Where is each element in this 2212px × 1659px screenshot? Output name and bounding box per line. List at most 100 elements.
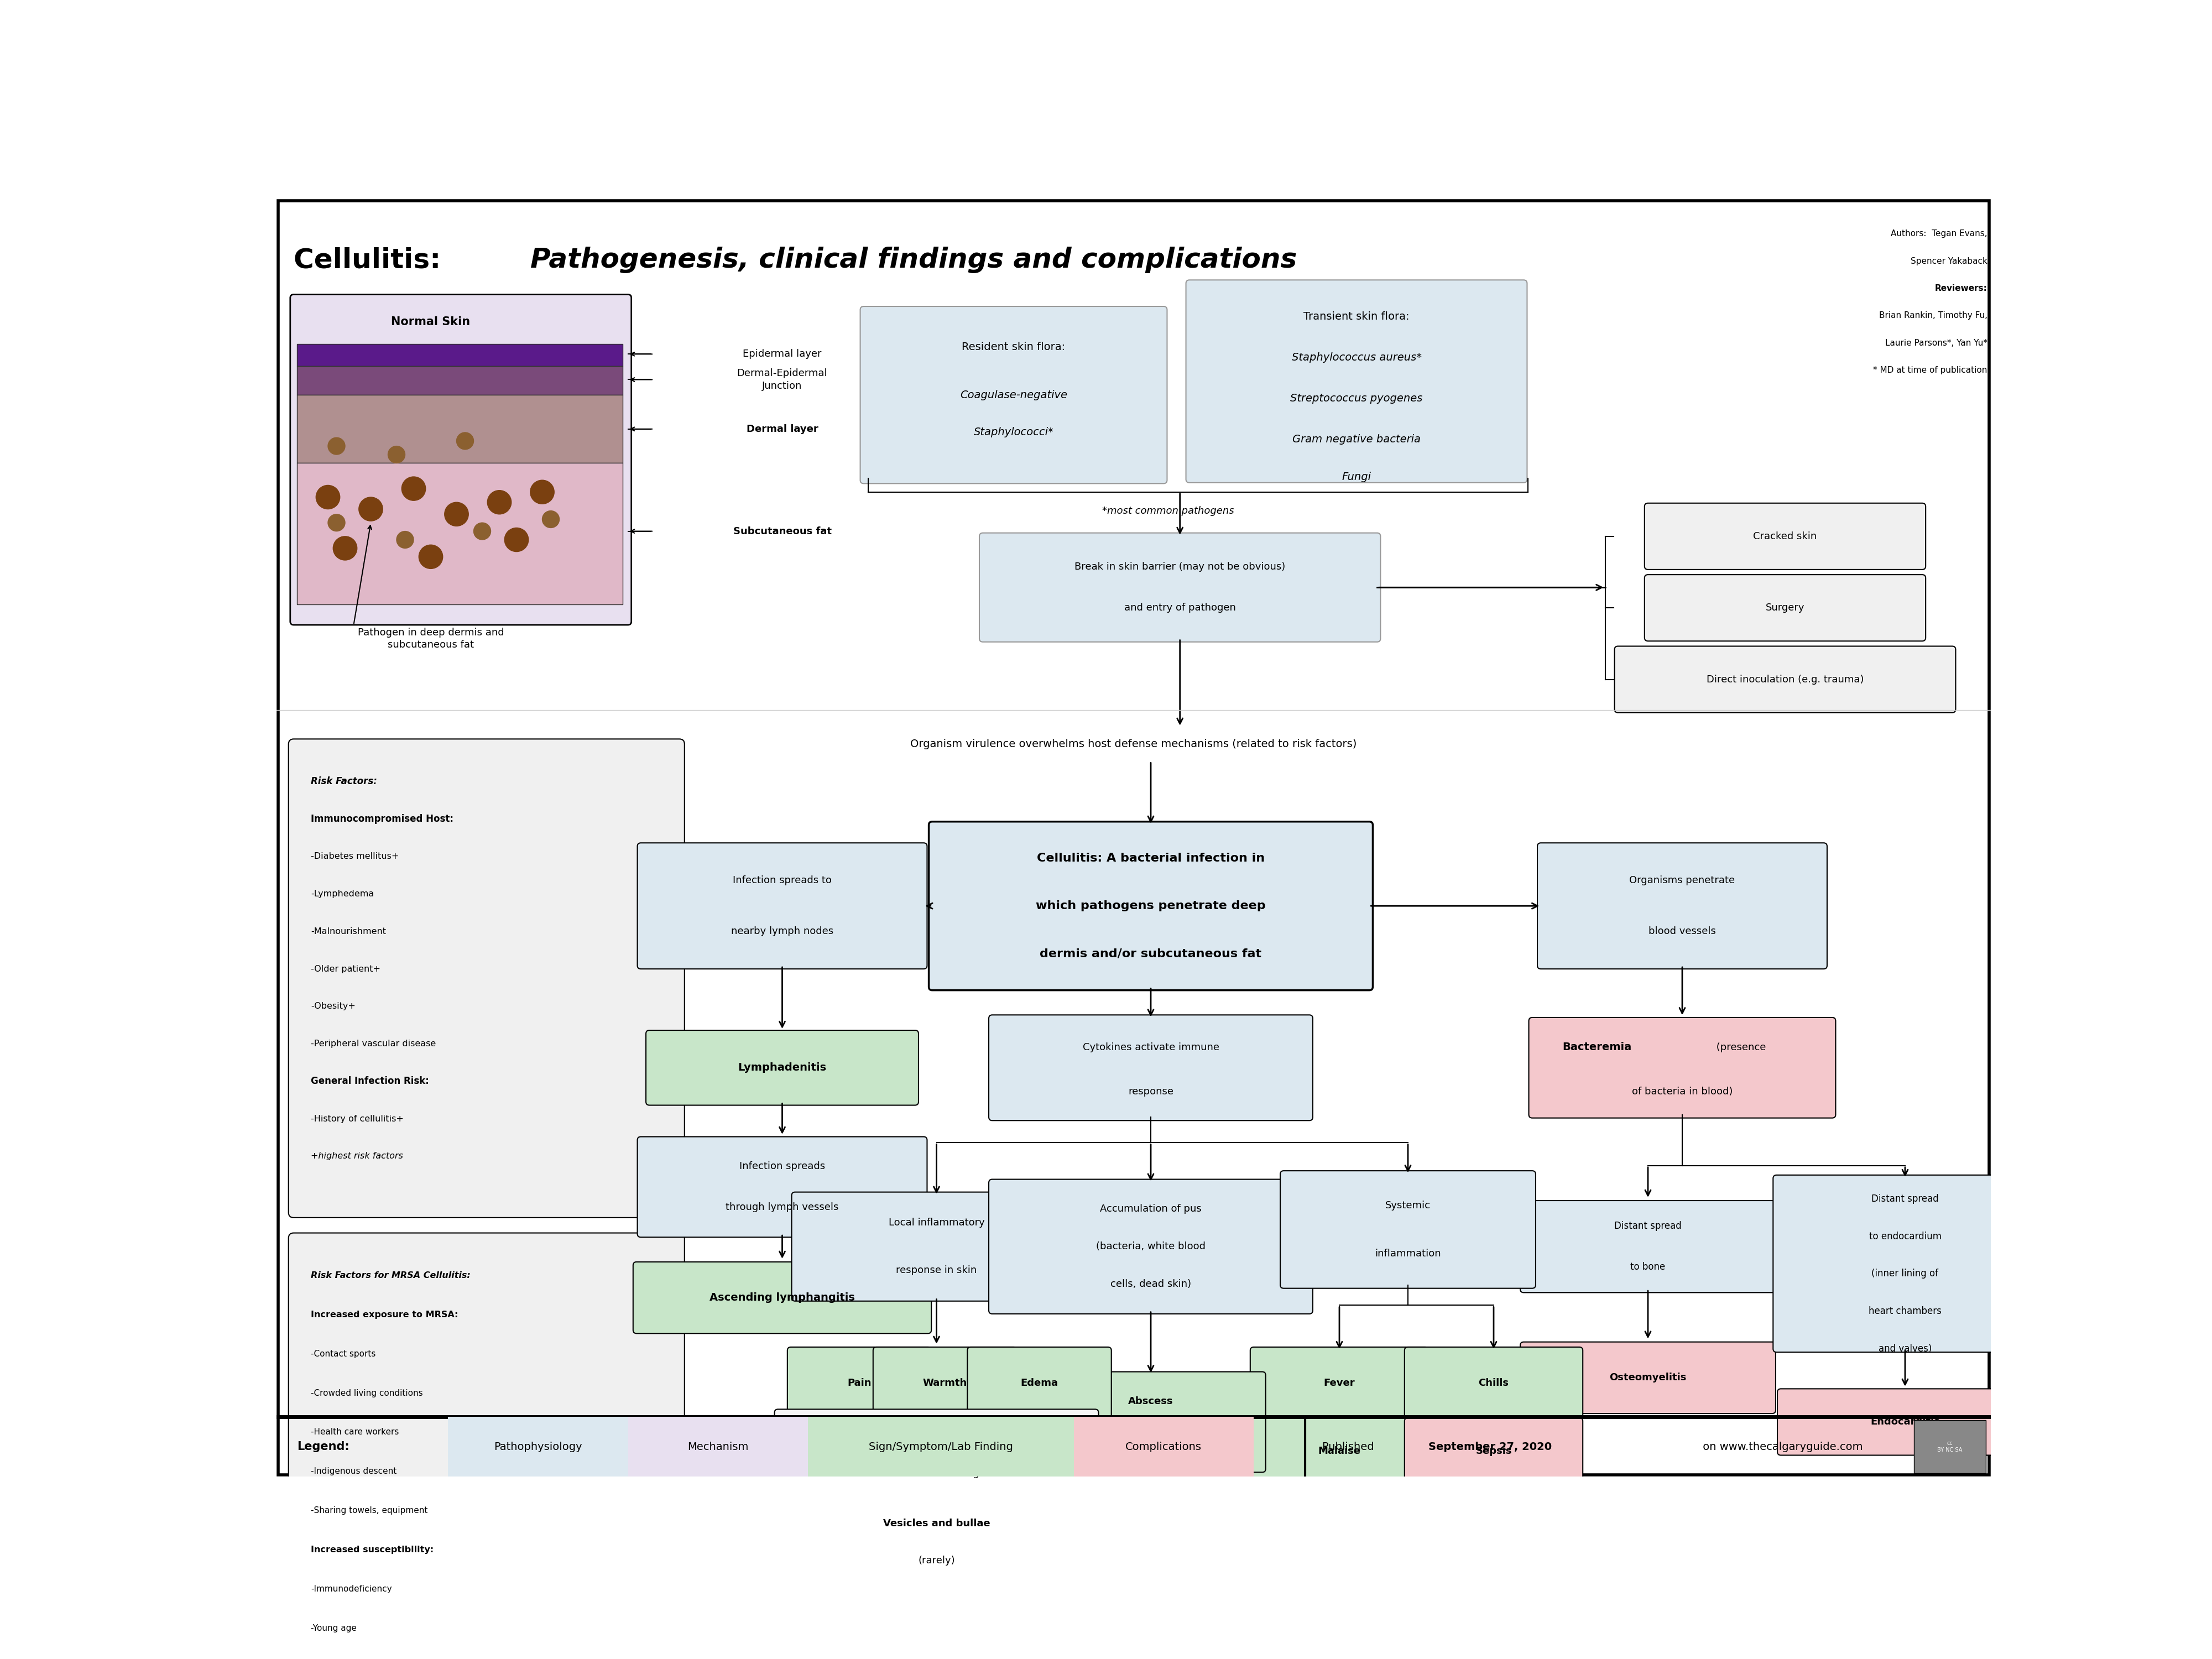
- Circle shape: [396, 531, 414, 547]
- FancyBboxPatch shape: [1778, 1389, 2033, 1455]
- Text: Local inflammatory: Local inflammatory: [889, 1218, 984, 1228]
- FancyBboxPatch shape: [1774, 1175, 2037, 1352]
- Text: (presence: (presence: [1712, 1042, 1765, 1052]
- Text: Erythema: Erythema: [838, 1432, 891, 1442]
- Text: Dermal layer: Dermal layer: [745, 425, 818, 435]
- Text: -Older patient+: -Older patient+: [310, 966, 380, 974]
- Text: which pathogens penetrate deep: which pathogens penetrate deep: [1035, 901, 1265, 911]
- Text: Epidermal layer: Epidermal layer: [743, 348, 821, 358]
- Text: Warmth: Warmth: [922, 1379, 967, 1389]
- Text: cells, dead skin): cells, dead skin): [1110, 1279, 1192, 1289]
- Text: formation: formation: [1124, 1437, 1179, 1447]
- FancyBboxPatch shape: [646, 1030, 918, 1105]
- Text: Complications: Complications: [1126, 1442, 1201, 1452]
- Text: (redness): (redness): [973, 1432, 1020, 1442]
- FancyBboxPatch shape: [1615, 647, 1955, 713]
- Circle shape: [473, 523, 491, 539]
- FancyBboxPatch shape: [290, 294, 630, 625]
- Text: -Immunodeficiency: -Immunodeficiency: [310, 1584, 392, 1593]
- Bar: [1073, 1417, 1254, 1477]
- Text: of bacteria in blood): of bacteria in blood): [1632, 1087, 1732, 1097]
- FancyBboxPatch shape: [1250, 1418, 1429, 1485]
- Text: Staphylococci*: Staphylococci*: [973, 426, 1053, 438]
- FancyBboxPatch shape: [980, 533, 1380, 642]
- Text: (inner lining of: (inner lining of: [1871, 1269, 1938, 1279]
- Circle shape: [531, 479, 555, 504]
- Text: response in skin: response in skin: [896, 1266, 978, 1276]
- Circle shape: [316, 484, 341, 509]
- Text: -Indigenous descent: -Indigenous descent: [310, 1467, 396, 1475]
- FancyBboxPatch shape: [989, 1015, 1312, 1120]
- Text: *most common pathogens: *most common pathogens: [1102, 506, 1234, 516]
- Text: Pathophysiology: Pathophysiology: [493, 1442, 582, 1452]
- Text: Endocarditis: Endocarditis: [1871, 1417, 1940, 1427]
- FancyBboxPatch shape: [1405, 1418, 1584, 1485]
- Text: Increased susceptibility:: Increased susceptibility:: [310, 1546, 434, 1554]
- FancyBboxPatch shape: [1644, 503, 1927, 569]
- Text: Brian Rankin, Timothy Fu,: Brian Rankin, Timothy Fu,: [1878, 312, 1986, 320]
- Text: Authors:  Tegan Evans,: Authors: Tegan Evans,: [1891, 229, 1986, 237]
- FancyBboxPatch shape: [967, 1347, 1110, 1418]
- Text: Organism virulence overwhelms host defense mechanisms (related to risk factors): Organism virulence overwhelms host defen…: [911, 738, 1356, 750]
- Text: Organisms penetrate: Organisms penetrate: [1630, 876, 1734, 886]
- Bar: [296, 343, 624, 367]
- Text: -Lymphedema: -Lymphedema: [310, 889, 374, 898]
- Text: Dermal-Epidermal
Junction: Dermal-Epidermal Junction: [737, 368, 827, 392]
- Text: Resident skin flora:: Resident skin flora:: [962, 342, 1066, 352]
- Text: and entry of pathogen: and entry of pathogen: [1124, 602, 1237, 612]
- Circle shape: [387, 446, 405, 463]
- Text: Risk Factors for MRSA Cellulitis:: Risk Factors for MRSA Cellulitis:: [310, 1271, 471, 1279]
- FancyBboxPatch shape: [787, 1347, 931, 1418]
- Bar: [1913, 1420, 1986, 1473]
- FancyBboxPatch shape: [1528, 1017, 1836, 1118]
- Text: Mechanism: Mechanism: [688, 1442, 748, 1452]
- Bar: [296, 395, 624, 463]
- Text: Sepsis: Sepsis: [1475, 1447, 1511, 1457]
- Text: to endocardium: to endocardium: [1869, 1231, 1942, 1241]
- Text: dermis and/or subcutaneous fat: dermis and/or subcutaneous fat: [1040, 947, 1261, 959]
- FancyBboxPatch shape: [874, 1347, 1018, 1418]
- Text: Coagulase-negative: Coagulase-negative: [960, 390, 1066, 400]
- Text: Increased exposure to MRSA:: Increased exposure to MRSA:: [310, 1311, 458, 1319]
- Circle shape: [542, 511, 560, 528]
- Circle shape: [445, 503, 469, 526]
- Text: Direct inoculation (e.g. trauma): Direct inoculation (e.g. trauma): [1705, 675, 1865, 685]
- Text: * MD at time of publication: * MD at time of publication: [1874, 367, 1986, 375]
- Text: Ascending lymphangitis: Ascending lymphangitis: [710, 1292, 854, 1302]
- FancyBboxPatch shape: [288, 1233, 684, 1659]
- Text: (rarely): (rarely): [918, 1556, 956, 1566]
- Text: General Infection Risk:: General Infection Risk:: [310, 1077, 429, 1087]
- Text: -Obesity+: -Obesity+: [310, 1002, 356, 1010]
- Text: -Contact sports: -Contact sports: [310, 1350, 376, 1359]
- Circle shape: [334, 536, 356, 561]
- Circle shape: [327, 438, 345, 455]
- Text: on www.thecalgaryguide.com: on www.thecalgaryguide.com: [1699, 1442, 1863, 1452]
- Text: Edema: Edema: [1020, 1379, 1057, 1389]
- Text: Accumulation of pus: Accumulation of pus: [1099, 1204, 1201, 1214]
- Text: nearby lymph nodes: nearby lymph nodes: [730, 926, 834, 936]
- FancyBboxPatch shape: [1035, 1372, 1265, 1472]
- Bar: [447, 1417, 628, 1477]
- Text: -Malnourishment: -Malnourishment: [310, 927, 387, 936]
- Text: Infection spreads to: Infection spreads to: [732, 876, 832, 886]
- FancyBboxPatch shape: [989, 1180, 1312, 1314]
- FancyBboxPatch shape: [1250, 1347, 1429, 1418]
- Text: Laurie Parsons*, Yan Yu*: Laurie Parsons*, Yan Yu*: [1885, 338, 1986, 347]
- Text: inflammation: inflammation: [1376, 1249, 1440, 1259]
- FancyBboxPatch shape: [860, 307, 1168, 483]
- Text: Systemic: Systemic: [1385, 1201, 1431, 1211]
- Text: heart chambers: heart chambers: [1869, 1306, 1942, 1316]
- Bar: [296, 367, 624, 395]
- Text: -Health care workers: -Health care workers: [310, 1428, 398, 1437]
- FancyBboxPatch shape: [1405, 1347, 1584, 1418]
- Text: Chills: Chills: [1478, 1379, 1509, 1389]
- Text: Reviewers:: Reviewers:: [1936, 284, 1986, 292]
- Text: Published: Published: [1323, 1442, 1378, 1452]
- Circle shape: [487, 491, 511, 514]
- Circle shape: [327, 514, 345, 531]
- Text: Break in skin barrier (may not be obvious): Break in skin barrier (may not be obviou…: [1075, 562, 1285, 572]
- Text: September 27, 2020: September 27, 2020: [1429, 1442, 1553, 1452]
- FancyBboxPatch shape: [1520, 1201, 1776, 1292]
- Text: Fever: Fever: [1323, 1379, 1356, 1389]
- Text: Streptococcus pyogenes: Streptococcus pyogenes: [1290, 393, 1422, 403]
